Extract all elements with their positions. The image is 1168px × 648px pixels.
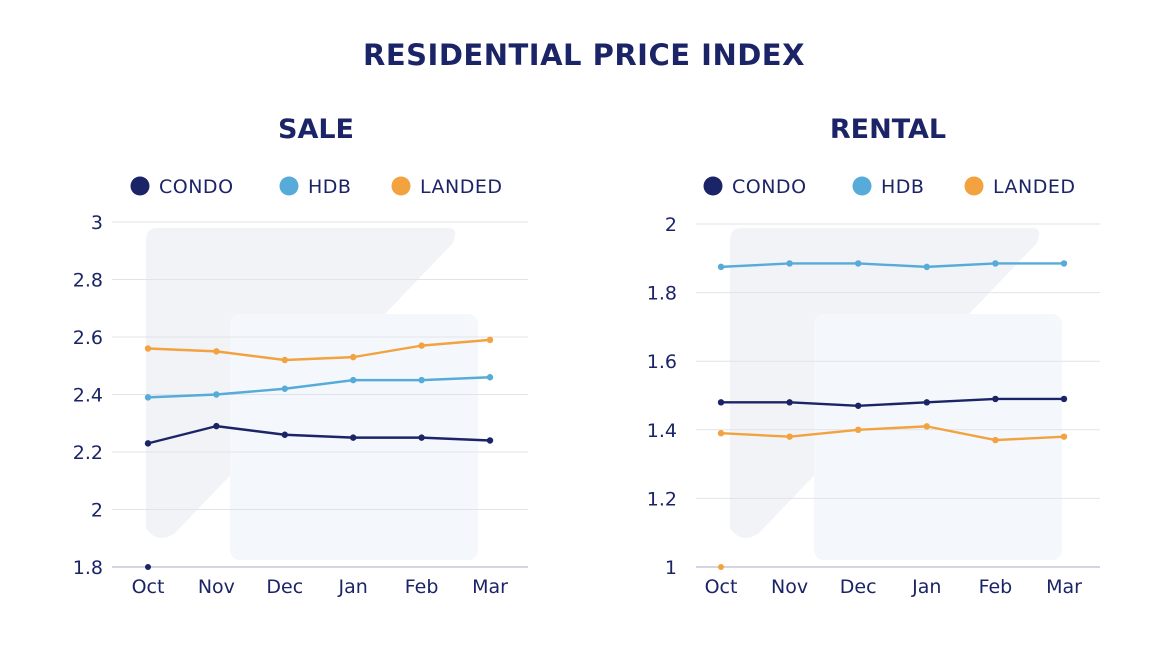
y-tick-label: 3 — [91, 212, 103, 234]
data-point-hdb — [717, 263, 725, 271]
data-point-landed — [1060, 433, 1068, 440]
data-point-hdb — [144, 394, 152, 401]
data-point-hdb — [350, 376, 357, 384]
legend-item-condo: CONDO — [130, 176, 234, 198]
rental-watermark-logo — [730, 228, 1062, 560]
legend-item-condo: CONDO — [703, 176, 807, 198]
data-point-condo — [992, 395, 999, 403]
x-tick-label: Oct — [705, 576, 738, 598]
y-tick-label: 1.4 — [647, 420, 677, 442]
y-tick-label: 1.8 — [647, 283, 677, 305]
x-tick-label: Feb — [405, 576, 439, 598]
data-point-hdb — [1060, 260, 1068, 267]
legend-marker-condo — [130, 176, 150, 196]
x-tick-label: Mar — [1046, 576, 1082, 598]
data-point-condo — [213, 422, 220, 430]
origin-point — [145, 564, 151, 570]
series-line-hdb — [719, 262, 1066, 269]
x-tick-label: Jan — [911, 576, 941, 598]
x-tick-label: Dec — [266, 576, 303, 598]
data-point-condo — [855, 402, 862, 409]
data-point-hdb — [486, 374, 494, 381]
y-tick-label: 1.2 — [647, 488, 677, 510]
x-tick-label: Feb — [979, 576, 1013, 598]
legend-marker-landed — [964, 176, 984, 196]
data-point-landed — [486, 336, 494, 344]
data-point-landed — [855, 426, 862, 433]
data-point-hdb — [418, 376, 425, 384]
data-point-condo — [350, 434, 357, 441]
legend-marker-condo — [703, 176, 723, 196]
x-tick-label: Jan — [338, 576, 368, 598]
data-point-hdb — [923, 263, 930, 271]
data-point-landed — [418, 342, 425, 349]
y-tick-label: 1 — [665, 557, 677, 579]
y-tick-label: 2.4 — [73, 385, 103, 407]
data-point-hdb — [213, 391, 220, 398]
legend-label-hdb: HDB — [308, 176, 351, 198]
y-tick-label: 2.8 — [73, 270, 103, 292]
series-line-landed — [719, 425, 1066, 442]
legend-label-landed: LANDED — [993, 176, 1076, 198]
legend-item-landed: LANDED — [391, 176, 503, 198]
legend-label-landed: LANDED — [420, 176, 503, 198]
y-tick-label: 2.6 — [73, 327, 103, 349]
data-point-landed — [992, 436, 999, 444]
data-point-condo — [1060, 395, 1068, 403]
data-point-condo — [786, 399, 793, 406]
y-tick-label: 2.2 — [73, 442, 103, 464]
data-point-condo — [418, 434, 425, 441]
data-point-condo — [486, 437, 494, 444]
legend-label-hdb: HDB — [881, 176, 924, 198]
legend-item-hdb: HDB — [279, 176, 351, 198]
x-tick-label: Nov — [198, 576, 235, 598]
origin-point — [718, 564, 724, 570]
data-point-hdb — [855, 260, 862, 267]
data-point-hdb — [992, 260, 999, 267]
data-point-landed — [717, 430, 725, 437]
legend-item-landed: LANDED — [964, 176, 1076, 198]
data-point-hdb — [786, 260, 793, 267]
data-point-landed — [144, 345, 152, 352]
x-tick-label: Mar — [472, 576, 508, 598]
series-line-condo — [719, 397, 1066, 407]
data-point-landed — [350, 353, 357, 361]
sale-chart-title: SALE — [278, 114, 354, 145]
legend-marker-hdb — [852, 176, 872, 196]
series-line-landed — [146, 338, 492, 362]
data-point-landed — [923, 423, 930, 430]
x-tick-label: Oct — [132, 576, 165, 598]
series-line-hdb — [146, 376, 492, 399]
data-point-condo — [144, 440, 152, 447]
data-point-condo — [923, 399, 930, 406]
legend-marker-hdb — [279, 176, 299, 196]
legend-label-condo: CONDO — [159, 176, 234, 198]
page-title: RESIDENTIAL PRICE INDEX — [363, 38, 805, 72]
x-tick-label: Nov — [771, 576, 808, 598]
legend-marker-landed — [391, 176, 411, 196]
rental-chart-title: RENTAL — [830, 114, 946, 145]
data-point-condo — [281, 431, 288, 438]
y-tick-label: 2 — [91, 500, 103, 522]
data-point-landed — [213, 348, 220, 355]
series-line-condo — [146, 424, 492, 445]
data-point-landed — [786, 433, 793, 440]
y-tick-label: 1.8 — [73, 557, 103, 579]
legend-label-condo: CONDO — [732, 176, 807, 198]
watermark-panel — [814, 314, 1062, 560]
y-tick-label: 1.6 — [647, 351, 677, 373]
x-tick-label: Dec — [840, 576, 877, 598]
legend-item-hdb: HDB — [852, 176, 924, 198]
data-point-landed — [281, 356, 288, 364]
y-tick-label: 2 — [665, 214, 677, 236]
data-point-hdb — [281, 385, 288, 392]
data-point-condo — [717, 399, 725, 406]
